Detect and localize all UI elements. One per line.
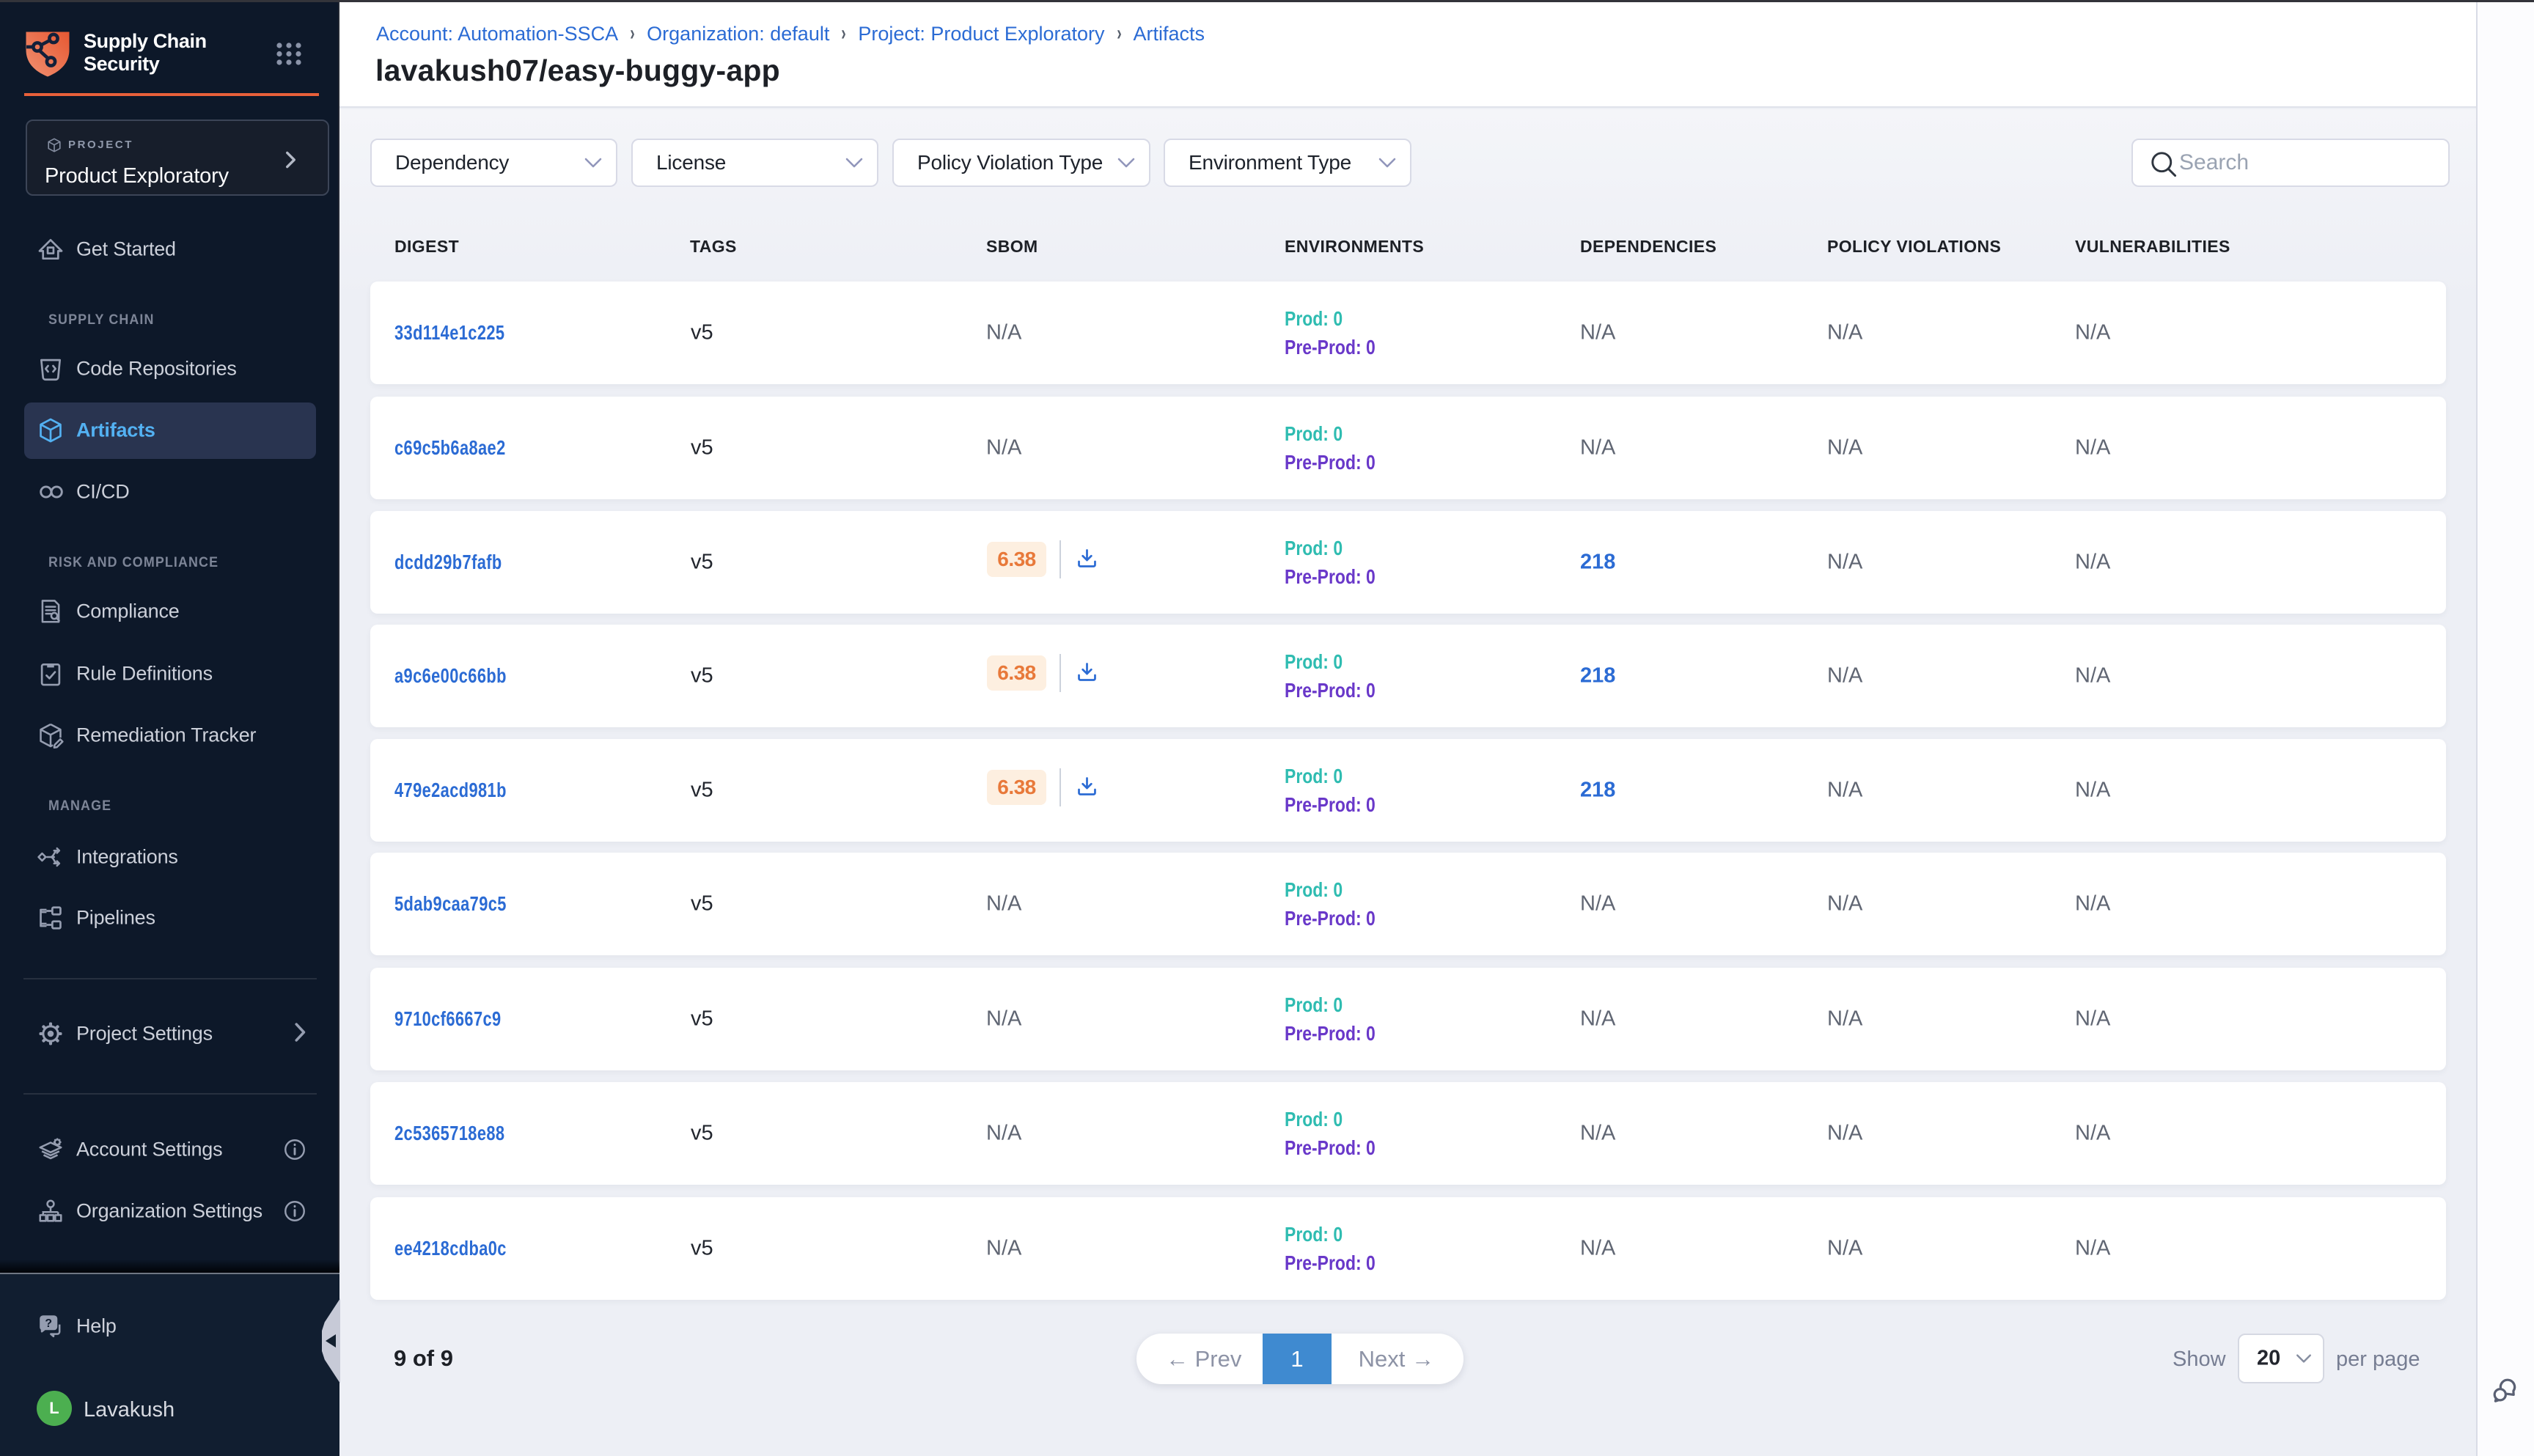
svg-text:?: ?: [45, 1317, 51, 1330]
